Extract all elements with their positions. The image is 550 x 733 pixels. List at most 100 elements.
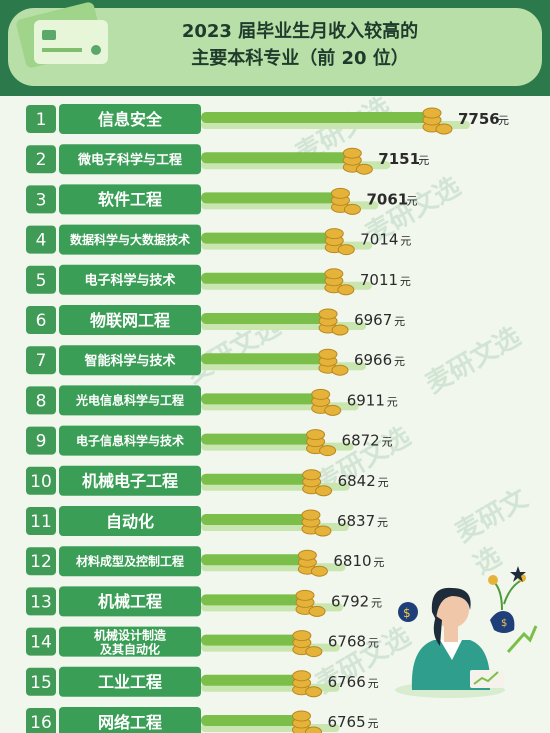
rank-box bbox=[26, 265, 56, 294]
rank-box bbox=[26, 547, 56, 576]
data-unit: 元 bbox=[368, 677, 379, 690]
title-line-1: 2023 届毕业生月收入较高的 bbox=[181, 21, 419, 42]
coin-icon bbox=[337, 284, 355, 296]
coin-icon bbox=[302, 469, 322, 481]
coin-icon bbox=[311, 388, 331, 400]
bar bbox=[201, 554, 306, 566]
rank-number: 4 bbox=[36, 231, 47, 251]
category-label: 机械设计制造 bbox=[94, 628, 167, 643]
bar bbox=[201, 353, 326, 365]
data-label: 6792 bbox=[331, 592, 369, 610]
data-unit: 元 bbox=[394, 355, 405, 368]
coin-icon bbox=[305, 686, 323, 698]
data-unit: 元 bbox=[406, 194, 417, 207]
svg-text:$: $ bbox=[403, 606, 411, 620]
data-unit: 元 bbox=[377, 516, 388, 529]
data-label: 7014 bbox=[360, 231, 398, 249]
data-unit: 元 bbox=[394, 315, 405, 328]
data-label: 7756 bbox=[458, 110, 500, 128]
category-label: 数据科学与大数据技术 bbox=[70, 232, 190, 247]
category-label: 自动化 bbox=[106, 512, 154, 531]
category-box bbox=[59, 144, 201, 175]
coin-icon bbox=[305, 646, 323, 658]
bar bbox=[201, 192, 339, 204]
coin-icon bbox=[315, 485, 333, 497]
rank-number: 1 bbox=[36, 110, 47, 130]
category-box bbox=[59, 104, 201, 134]
category-label: 微电子科学与工程 bbox=[77, 152, 182, 168]
rank-box bbox=[26, 225, 56, 254]
data-unit: 元 bbox=[371, 596, 382, 609]
rank-number: 11 bbox=[30, 512, 52, 532]
rank-number: 2 bbox=[36, 150, 47, 170]
rank-number: 14 bbox=[30, 633, 52, 653]
data-label: 7011 bbox=[360, 271, 398, 289]
rank-number: 3 bbox=[36, 190, 47, 210]
bar bbox=[201, 152, 351, 164]
bar bbox=[201, 112, 430, 123]
rank-box bbox=[26, 145, 56, 174]
rank-box bbox=[26, 667, 56, 696]
credit-card-icon bbox=[16, 2, 108, 68]
category-box bbox=[59, 425, 201, 456]
data-label: 6842 bbox=[338, 472, 376, 490]
category-label: 网络工程 bbox=[98, 713, 162, 732]
coin-icon bbox=[331, 324, 349, 336]
coin-icon bbox=[324, 268, 344, 280]
coin-icon bbox=[297, 549, 317, 561]
rank-box bbox=[26, 185, 56, 214]
coin-icon bbox=[314, 525, 332, 537]
data-label: 7151 bbox=[378, 150, 420, 168]
rank-number: 5 bbox=[36, 271, 47, 291]
category-label: 机械电子工程 bbox=[82, 472, 178, 491]
category-box bbox=[59, 707, 201, 733]
category-label: 电子科学与技术 bbox=[84, 272, 175, 288]
coin-icon bbox=[422, 107, 442, 119]
category-box bbox=[59, 385, 201, 416]
rank-number: 15 bbox=[30, 673, 52, 693]
category-box bbox=[59, 666, 201, 697]
rank-number: 7 bbox=[36, 351, 47, 371]
category-label: 信息安全 bbox=[98, 110, 163, 129]
coin-icon bbox=[308, 605, 326, 617]
category-box bbox=[59, 626, 201, 657]
title-line-2: 主要本科专业（前 20 位） bbox=[191, 48, 409, 69]
coin-icon bbox=[291, 710, 311, 722]
rank-number: 6 bbox=[36, 311, 47, 331]
rank-box bbox=[26, 708, 56, 733]
rank-number: 9 bbox=[36, 432, 47, 452]
bar bbox=[201, 674, 300, 686]
category-box bbox=[59, 506, 201, 536]
category-box bbox=[59, 224, 201, 255]
data-label: 6810 bbox=[333, 552, 371, 570]
data-unit: 元 bbox=[382, 436, 393, 449]
rank-number: 13 bbox=[30, 592, 52, 612]
coin-icon bbox=[310, 565, 328, 577]
rank-box bbox=[26, 306, 56, 334]
data-label: 6837 bbox=[337, 512, 375, 530]
category-box bbox=[59, 264, 201, 295]
data-label: 6872 bbox=[342, 432, 380, 450]
category-box bbox=[59, 345, 201, 376]
category-box bbox=[59, 305, 201, 335]
data-unit: 元 bbox=[418, 154, 429, 167]
rank-box bbox=[26, 507, 56, 535]
data-unit: 元 bbox=[367, 717, 378, 730]
category-label: 智能科学与技术 bbox=[84, 353, 175, 369]
category-box bbox=[59, 465, 201, 496]
coin-icon bbox=[304, 726, 322, 733]
bar bbox=[201, 232, 333, 244]
category-label: 工业工程 bbox=[98, 673, 162, 692]
coin-icon bbox=[342, 147, 362, 159]
category-label: 机械工程 bbox=[98, 592, 162, 611]
data-label: 6967 bbox=[354, 311, 392, 329]
coin-icon bbox=[301, 509, 321, 521]
coin-icon bbox=[306, 429, 326, 441]
svg-text:$: $ bbox=[501, 618, 507, 629]
page-title: 2023 届毕业生月收入较高的 主要本科专业（前 20 位） bbox=[110, 18, 490, 72]
rank-box bbox=[26, 426, 56, 455]
person-illustration: $ $ bbox=[395, 566, 538, 698]
bar bbox=[201, 594, 304, 606]
data-unit: 元 bbox=[387, 395, 398, 408]
